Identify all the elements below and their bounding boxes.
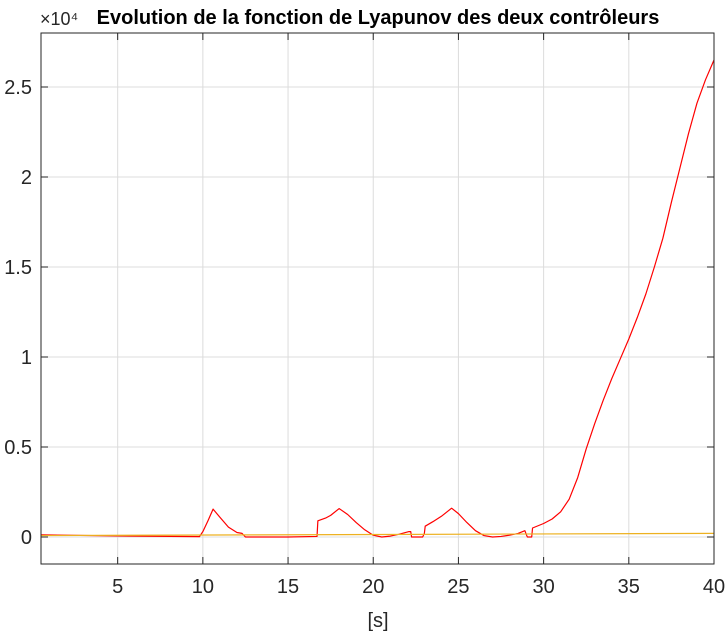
y-tick-label: 1.5 <box>4 257 32 279</box>
y-tick-label: 2.5 <box>4 77 32 99</box>
x-tick-label: 35 <box>618 576 640 598</box>
plot-box <box>40 32 715 565</box>
plot-series <box>40 59 715 538</box>
y-tick-label: 1 <box>21 347 32 369</box>
x-tick-label: 5 <box>112 576 123 598</box>
grid <box>41 33 715 564</box>
x-tick-label: 40 <box>703 576 725 598</box>
x-tick-label: 10 <box>192 576 214 598</box>
y-tick-label: 2 <box>21 167 32 189</box>
x-tick-label: 30 <box>532 576 554 598</box>
x-tick-label: 25 <box>447 576 469 598</box>
y-tick-label: 0 <box>21 527 32 549</box>
chart-title: Evolution de la fonction de Lyapunov des… <box>97 7 660 29</box>
x-tick-label: 15 <box>277 576 299 598</box>
y-axis-exponent: ×10⁴ <box>40 9 78 29</box>
labels: ×10⁴ Evolution de la fonction de Lyapuno… <box>4 7 725 632</box>
x-axis-label: [s] <box>367 610 388 632</box>
lyapunov-series-yellow <box>40 532 715 537</box>
axes <box>40 32 715 565</box>
y-tick-label: 0.5 <box>4 437 32 459</box>
lyapunov-series-red <box>40 59 715 538</box>
x-tick-label: 20 <box>362 576 384 598</box>
